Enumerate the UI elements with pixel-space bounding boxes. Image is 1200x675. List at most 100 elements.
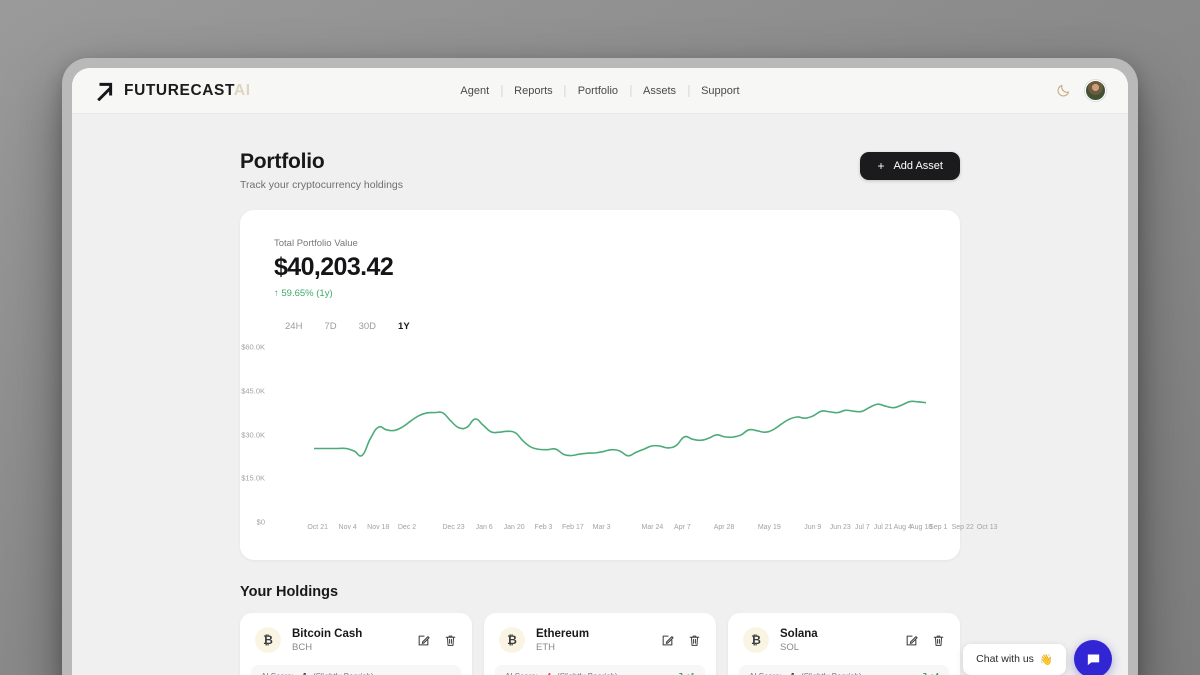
chat-with-us-pill[interactable]: Chat with us 👋 [963, 643, 1066, 675]
chart-x-tick: Dec 2 [397, 524, 417, 531]
trash-icon[interactable] [688, 634, 701, 647]
brand-name-suffix: AI [233, 81, 251, 99]
ai-score-label: AI Score: [749, 672, 782, 675]
range-tab-30d[interactable]: 30D [348, 318, 387, 335]
ai-score-trend: +4 [918, 672, 939, 675]
trash-icon[interactable] [932, 634, 945, 647]
nav-divider [688, 84, 690, 97]
chart-x-tick: Oct 13 [976, 524, 998, 531]
edit-pencil-icon[interactable] [661, 634, 674, 647]
main-navigation: Agent Reports Portfolio Assets Support [448, 84, 751, 97]
arrow-up-right-icon [97, 82, 113, 101]
edit-pencil-icon[interactable] [417, 634, 430, 647]
range-tab-24h[interactable]: 24H [274, 318, 313, 335]
range-tab-1y[interactable]: 1Y [387, 318, 421, 335]
holdings-section-title: Your Holdings [240, 584, 339, 600]
ai-score-sentiment: (Slightly Bearish) [557, 672, 617, 675]
browser-window-frame: FUTURECASTAI Agent Reports Portfolio Ass… [62, 58, 1138, 675]
total-value-label: Total Portfolio Value [274, 238, 358, 249]
coin-symbol: ETH [536, 641, 555, 653]
portfolio-line-chart [314, 347, 926, 522]
coin-name-block: Solana SOL [780, 628, 818, 653]
holding-header: ₿ Ethereum ETH [499, 627, 701, 653]
chart-plot-area: $60.0K $45.0K $30.0K $15.0K $0 [241, 343, 926, 527]
coin-name: Ethereum [536, 627, 590, 640]
edit-pencil-icon[interactable] [905, 634, 918, 647]
page-header: Portfolio Track your cryptocurrency hold… [240, 150, 960, 191]
ai-score-trend: +1 [674, 672, 695, 675]
chart-y-tick: $30.0K [241, 430, 265, 439]
coin-name-block: Ethereum ETH [536, 628, 589, 653]
chart-y-tick: $60.0K [241, 342, 265, 352]
trend-up-icon [679, 672, 683, 675]
chart-x-tick: Apr 7 [674, 524, 691, 531]
holding-header: ₿ Bitcoin Cash BCH [255, 627, 457, 653]
coin-icon: ₿ [499, 627, 525, 653]
avatar[interactable] [1085, 80, 1106, 101]
chart-x-tick: Jul 7 [854, 524, 870, 531]
chart-x-tick: Jun 9 [804, 524, 822, 531]
chart-x-tick: Apr 28 [713, 524, 735, 531]
chat-fab-button[interactable] [1074, 640, 1112, 675]
ai-score-label: AI Score: [261, 672, 294, 675]
chat-pill-label: Chat with us [976, 653, 1034, 665]
trash-icon[interactable] [444, 634, 457, 647]
nav-item-assets[interactable]: Assets [643, 84, 677, 97]
browser-viewport: FUTURECASTAI Agent Reports Portfolio Ass… [72, 68, 1128, 675]
coin-name: Solana [780, 627, 818, 640]
add-asset-label: Add Asset [893, 160, 943, 172]
total-value-change: ↑ 59.65% (1y) [274, 288, 333, 299]
chart-x-tick: Dec 23 [442, 524, 465, 531]
page-title-block: Portfolio Track your cryptocurrency hold… [240, 150, 403, 191]
chart-x-tick: Sep 1 [929, 524, 948, 531]
trend-up-icon [923, 672, 927, 675]
nav-divider [630, 84, 632, 97]
chart-x-tick: May 19 [757, 524, 781, 531]
nav-item-portfolio[interactable]: Portfolio [577, 84, 619, 97]
total-value-amount: $40,203.42 [274, 253, 394, 281]
chart-x-tick: Sep 22 [951, 524, 974, 531]
nav-divider [564, 84, 566, 97]
nav-item-reports[interactable]: Reports [514, 84, 553, 97]
holding-header: ₿ Solana SOL [743, 627, 945, 653]
chart-x-tick: Aug 4 [893, 524, 912, 531]
waving-hand-icon: 👋 [1039, 653, 1053, 666]
brand-name: FUTURECASTAI [124, 82, 251, 100]
chart-x-tick: Jan 20 [503, 524, 525, 531]
ai-score-value: -1 [300, 672, 307, 675]
ai-score-bar: AI Score: -1 (Slightly Bearish) +4 [739, 665, 949, 675]
coin-icon: ₿ [743, 627, 769, 653]
coin-name-block: Bitcoin Cash BCH [292, 628, 362, 653]
holding-actions [417, 634, 457, 647]
moon-icon[interactable] [1056, 83, 1071, 98]
coin-icon: ₿ [255, 627, 281, 653]
coin-name: Bitcoin Cash [292, 627, 363, 640]
ai-score-bar: AI Score: -4 (Slightly Bearish) +1 [495, 665, 705, 675]
holding-actions [905, 634, 945, 647]
chart-x-tick: Mar 3 [592, 524, 611, 531]
nav-item-agent[interactable]: Agent [460, 84, 490, 97]
chart-x-tick: Feb 17 [561, 524, 584, 531]
chart-x-axis: Oct 21 Nov 4 Nov 18 Dec 2 Dec 23 Jan 6 Jan 20 F… [307, 522, 997, 536]
chart-line-container [314, 347, 926, 522]
brand-logo[interactable]: FUTURECASTAI [94, 80, 251, 101]
range-tab-7d[interactable]: 7D [313, 318, 347, 335]
chart-x-tick: Nov 18 [367, 524, 390, 531]
chart-x-tick: Jul 21 [873, 524, 893, 531]
nav-item-support[interactable]: Support [701, 84, 740, 97]
page-subtitle: Track your cryptocurrency holdings [240, 179, 404, 191]
add-asset-button[interactable]: + Add Asset [860, 152, 960, 180]
chart-y-tick: $0 [256, 517, 265, 527]
ai-score-label: AI Score: [505, 672, 538, 675]
ai-score-value: -4 [544, 672, 551, 675]
chart-y-tick: $15.0K [241, 473, 265, 483]
header-actions [1056, 80, 1106, 101]
app-header: FUTURECASTAI Agent Reports Portfolio Ass… [72, 68, 1128, 114]
chat-widget: Chat with us 👋 [963, 640, 1112, 675]
chart-x-tick: Mar 24 [641, 524, 664, 531]
chart-x-tick: Jun 23 [829, 524, 851, 531]
